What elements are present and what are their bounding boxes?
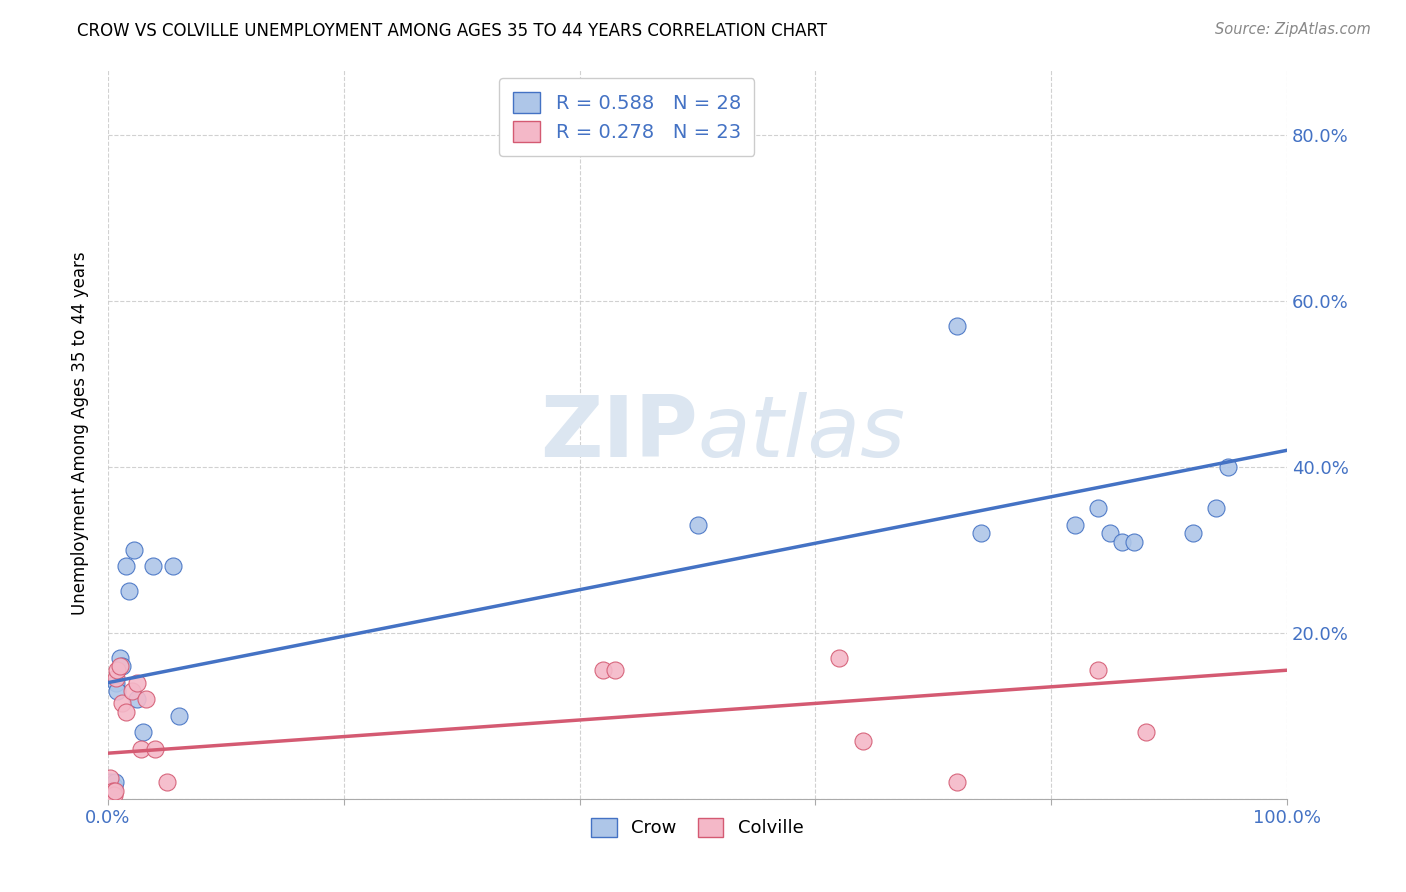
Point [105,672,128,686]
Point [156,775,179,789]
Point [1181,526,1204,541]
Point [101,783,124,797]
Point [121,684,143,698]
Point [132,725,155,739]
Point [1111,534,1133,549]
Point [107,663,129,677]
Point [114,559,136,574]
Point [1135,725,1157,739]
Point [127,692,149,706]
Point [162,559,184,574]
Point [103,788,125,802]
Point [143,742,166,756]
Point [100,783,122,797]
Point [946,318,969,333]
Point [100,788,122,802]
Point [122,542,145,557]
Point [1063,518,1085,533]
Point [108,659,131,673]
Point [111,659,134,673]
Text: ZIP: ZIP [540,392,697,475]
Point [111,697,134,711]
Point [852,733,875,747]
Point [946,775,969,789]
Point [114,705,136,719]
Point [828,650,851,665]
Point [98,771,121,785]
Point [135,692,157,706]
Point [98,775,121,789]
Point [686,518,709,533]
Point [969,526,991,541]
Point [103,780,125,794]
Point [118,584,141,599]
Point [104,783,127,797]
Text: Source: ZipAtlas.com: Source: ZipAtlas.com [1215,22,1371,37]
Point [127,675,149,690]
Text: CROW VS COLVILLE UNEMPLOYMENT AMONG AGES 35 TO 44 YEARS CORRELATION CHART: CROW VS COLVILLE UNEMPLOYMENT AMONG AGES… [77,22,828,40]
Point [107,684,129,698]
Point [592,663,614,677]
Point [1122,534,1144,549]
Y-axis label: Unemployment Among Ages 35 to 44 years: Unemployment Among Ages 35 to 44 years [72,252,89,615]
Point [1087,501,1109,516]
Point [1099,526,1122,541]
Point [105,675,128,690]
Point [1205,501,1227,516]
Point [142,559,165,574]
Point [1087,663,1109,677]
Point [603,663,626,677]
Point [104,775,127,789]
Point [1216,459,1239,474]
Point [108,650,131,665]
Point [101,783,124,797]
Point [167,709,190,723]
Point [129,742,152,756]
Legend: Crow, Colville: Crow, Colville [585,811,811,845]
Text: atlas: atlas [697,392,905,475]
